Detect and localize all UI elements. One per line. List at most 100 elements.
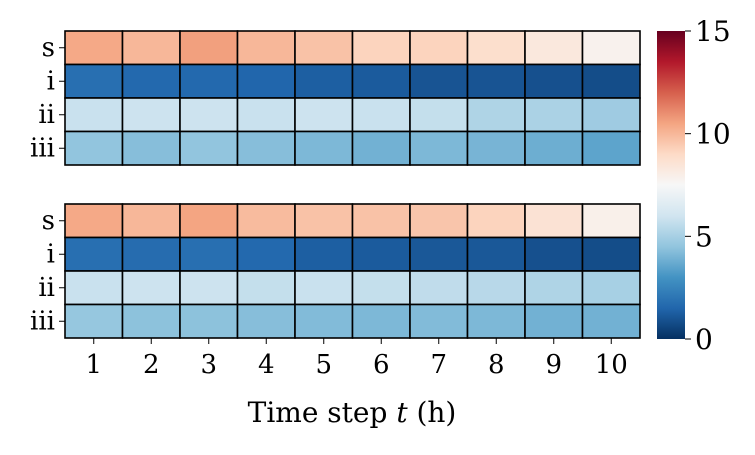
heatmap-cell <box>466 236 526 272</box>
heatmap-cell <box>351 63 411 99</box>
x-tick-label: 8 <box>488 350 505 380</box>
heatmap-cell <box>294 303 354 339</box>
heatmap-cell <box>64 30 124 66</box>
heatmap-cell <box>581 270 641 306</box>
heatmap-cell <box>466 97 526 133</box>
heatmap-cell <box>179 130 239 166</box>
x-tick-label: 3 <box>200 350 217 380</box>
heatmap-cell <box>236 130 296 166</box>
heatmap-cell <box>524 130 584 166</box>
heatmap-cell <box>121 303 181 339</box>
heatmap-cell <box>179 63 239 99</box>
x-axis: 1 2 3 4 5 6 7 8 9 10 <box>85 338 628 380</box>
heatmap-cell <box>581 236 641 272</box>
y-tick-label: ii <box>38 100 55 130</box>
heatmap-cell <box>351 270 411 306</box>
y-tick-label: ii <box>38 273 55 303</box>
heatmap-cell <box>351 30 411 66</box>
heatmap-cell <box>524 97 584 133</box>
colorbar-tick-label: 0 <box>695 323 713 356</box>
heatmap-cell <box>351 130 411 166</box>
y-tick-label: iii <box>30 133 55 163</box>
heatmap-cell <box>236 97 296 133</box>
colorbar-tick-label: 5 <box>695 220 713 253</box>
y-tick-label: i <box>47 66 55 96</box>
heatmap-cell <box>294 130 354 166</box>
heatmap-cell <box>581 303 641 339</box>
heatmap-cell <box>409 30 469 66</box>
heatmap-cell <box>64 130 124 166</box>
heatmap-cell <box>64 236 124 272</box>
heatmap-cell <box>581 30 641 66</box>
heatmap-cell <box>409 97 469 133</box>
colorbar-tick-label: 15 <box>695 15 731 48</box>
heatmap-cell <box>179 203 239 239</box>
heatmap-cell <box>351 236 411 272</box>
x-tick-label: 9 <box>545 350 562 380</box>
heatmap-cell <box>581 203 641 239</box>
heatmap-cell <box>409 63 469 99</box>
x-axis-label: Time step t (h) <box>248 396 457 429</box>
heatmap-cell <box>581 63 641 99</box>
x-tick-label: 2 <box>143 350 160 380</box>
heatmap-cell <box>64 303 124 339</box>
colorbar-gradient <box>657 31 685 339</box>
colorbar-tick-label: 10 <box>695 118 731 151</box>
y-tick-label: s <box>42 33 55 63</box>
heatmap-cell <box>179 30 239 66</box>
heatmap-cell <box>466 30 526 66</box>
heatmap-cell <box>581 97 641 133</box>
heatmap-cell <box>351 203 411 239</box>
heatmap-cell <box>121 30 181 66</box>
heatmap-cell <box>409 130 469 166</box>
x-tick-label: 5 <box>315 350 332 380</box>
heatmap-cell <box>121 236 181 272</box>
heatmap-cell <box>524 63 584 99</box>
heatmap-cell <box>179 97 239 133</box>
heatmap-cell <box>524 303 584 339</box>
heatmap-cell <box>294 30 354 66</box>
heatmap-cell <box>121 270 181 306</box>
heatmap-cell <box>236 270 296 306</box>
x-tick-label: 4 <box>258 350 275 380</box>
heatmap-cell <box>64 270 124 306</box>
heatmap-cell <box>466 303 526 339</box>
heatmap-cell <box>236 303 296 339</box>
heatmap-cell <box>466 270 526 306</box>
heatmap-cell <box>294 270 354 306</box>
heatmap-cell <box>236 63 296 99</box>
heatmap-cell <box>409 270 469 306</box>
heatmap-cell <box>524 30 584 66</box>
x-tick-label: 1 <box>85 350 102 380</box>
x-tick-label: 10 <box>595 350 628 380</box>
heatmap-cell <box>409 203 469 239</box>
y-tick-label: iii <box>30 306 55 336</box>
y-tick-label: i <box>47 239 55 269</box>
heatmap-cell <box>466 203 526 239</box>
heatmap-cell <box>294 236 354 272</box>
heatmap-cell <box>121 63 181 99</box>
heatmap-cell <box>351 303 411 339</box>
heatmap-cell <box>466 130 526 166</box>
heatmap-cell <box>351 97 411 133</box>
heatmap-cell <box>179 236 239 272</box>
heatmap-cell <box>64 97 124 133</box>
heatmap-cell <box>179 303 239 339</box>
heatmap-cell <box>121 97 181 133</box>
heatmap-cell <box>294 63 354 99</box>
heatmap-cell <box>64 63 124 99</box>
heatmap-cell <box>294 97 354 133</box>
heatmap-cell <box>121 130 181 166</box>
heatmap-cell <box>524 203 584 239</box>
x-tick-label: 6 <box>373 350 390 380</box>
heatmap-cell <box>409 303 469 339</box>
heatmap-cell <box>236 236 296 272</box>
heatmap-cell <box>294 203 354 239</box>
heatmap-cell <box>581 130 641 166</box>
heatmap-cell <box>121 203 181 239</box>
